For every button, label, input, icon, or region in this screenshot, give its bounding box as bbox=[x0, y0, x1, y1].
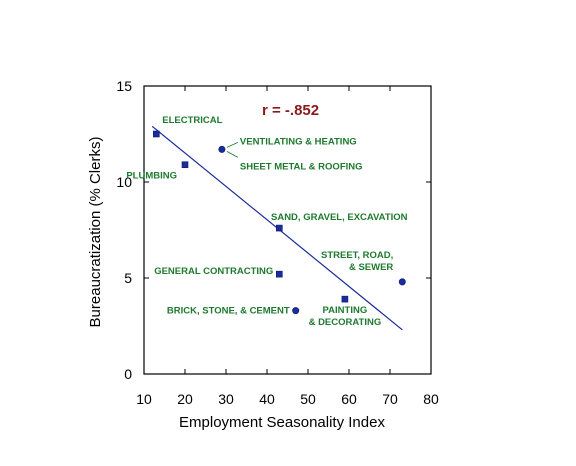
point-label: PLUMBING bbox=[126, 171, 177, 182]
point-label: PAINTING bbox=[323, 305, 368, 316]
data-point bbox=[275, 224, 283, 232]
x-tick-label: 60 bbox=[341, 391, 357, 407]
point-label-secondary: SHEET METAL & ROOFING bbox=[240, 161, 363, 172]
point-label: STREET, ROAD, bbox=[321, 250, 393, 261]
y-tick-label: 5 bbox=[124, 270, 132, 286]
data-point bbox=[292, 307, 300, 315]
axis-ticks bbox=[143, 85, 432, 375]
data-point bbox=[341, 295, 349, 303]
x-tick-label: 70 bbox=[382, 391, 398, 407]
y-axis-title: Bureaucratization (% Clerks) bbox=[87, 137, 104, 328]
data-point bbox=[398, 278, 406, 286]
axis-tick-labels: 10 20 30 40 50 60 70 80 0 5 10 15 bbox=[116, 78, 439, 407]
point-label: ELECTRICAL bbox=[162, 115, 222, 126]
data-point bbox=[181, 161, 189, 169]
point-label-secondary: & SEWER bbox=[349, 262, 393, 273]
x-axis-title: Employment Seasonality Index bbox=[179, 414, 385, 431]
x-tick-label: 10 bbox=[136, 391, 152, 407]
x-tick-label: 30 bbox=[218, 391, 234, 407]
point-labels: ELECTRICAL PLUMBING VENTILATING & HEATING S… bbox=[126, 115, 407, 328]
y-tick-label: 10 bbox=[116, 174, 132, 190]
correlation-annotation: r = -.852 bbox=[262, 102, 319, 119]
data-point bbox=[275, 270, 283, 278]
x-tick-label: 50 bbox=[300, 391, 316, 407]
data-point bbox=[153, 130, 160, 138]
point-label: GENERAL CONTRACTING bbox=[154, 266, 273, 277]
x-tick-label: 40 bbox=[259, 391, 275, 407]
y-tick-label: 15 bbox=[116, 78, 132, 94]
data-points bbox=[153, 130, 406, 315]
point-label-secondary: & DECORATING bbox=[309, 317, 382, 328]
plot-area-frame bbox=[143, 85, 432, 375]
x-tick-label: 80 bbox=[423, 391, 439, 407]
label-connector bbox=[226, 141, 239, 148]
data-point bbox=[218, 145, 226, 153]
point-label: VENTILATING & HEATING bbox=[240, 136, 357, 147]
x-tick-label: 20 bbox=[177, 391, 193, 407]
y-tick-label: 0 bbox=[124, 366, 132, 382]
label-connector bbox=[226, 151, 239, 158]
point-label: BRICK, STONE, & CEMENT bbox=[167, 306, 290, 317]
point-label: SAND, GRAVEL, EXCAVATION bbox=[271, 212, 408, 223]
